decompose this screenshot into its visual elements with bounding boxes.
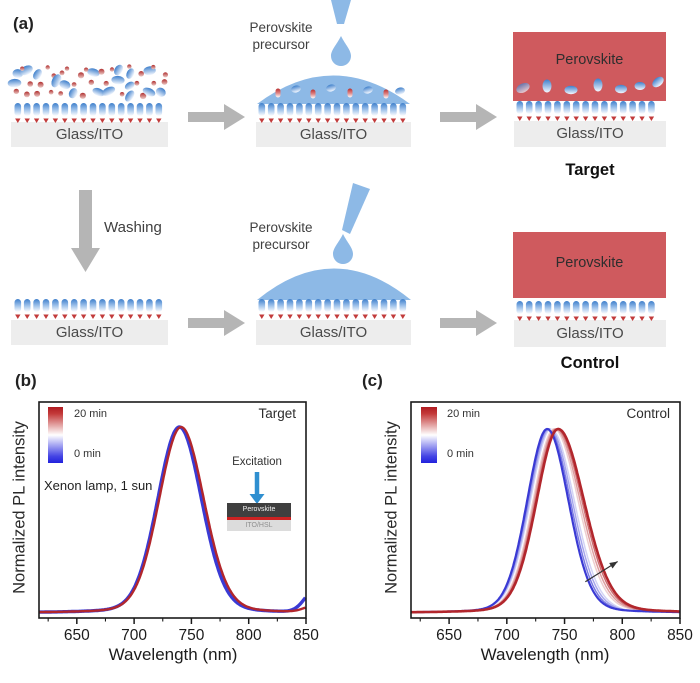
x-axis-label-b: Wavelength (nm)	[108, 645, 238, 664]
panel-b-label: (b)	[15, 371, 37, 390]
sam-monolayer	[516, 301, 655, 321]
sam-monolayer	[14, 299, 163, 319]
panel-a-label: (a)	[13, 14, 34, 33]
washing-arrow	[71, 190, 100, 272]
legend-colorbar	[421, 407, 437, 463]
shift-arrow	[585, 560, 618, 583]
perovskite-film-target: Perovskite	[513, 32, 666, 101]
x-axis-ticks: 650 700 750 800 850	[419, 618, 693, 644]
excitation-label: Excitation	[232, 456, 282, 468]
legend-label-20min-b: 20 min	[74, 408, 108, 420]
y-axis-label-c: Normalized PL intensity	[382, 421, 401, 594]
plot-title-control: Control	[626, 406, 670, 421]
svg-text:800: 800	[609, 627, 635, 644]
scattered-molecules	[7, 64, 168, 102]
perovskite-film-label: Perovskite	[555, 52, 624, 68]
svg-text:850: 850	[667, 627, 693, 644]
svg-text:850: 850	[293, 627, 319, 644]
substrate-label: Glass/ITO	[299, 126, 368, 143]
x-axis-ticks: 650 700 750 800 850	[47, 618, 319, 644]
legend-label-0min-c: 0 min	[447, 448, 474, 460]
perovskite-film-label: Perovskite	[555, 255, 624, 271]
substrate-glass-ito-3: Glass/ITO	[11, 320, 168, 345]
x-axis-label-c: Wavelength (nm)	[480, 645, 610, 664]
substrate-glass-ito-4: Glass/ITO	[256, 320, 411, 345]
sam-monolayer	[258, 299, 407, 319]
substrate-glass-ito-control: Glass/ITO	[514, 320, 666, 347]
illumination-note: Xenon lamp, 1 sun	[44, 478, 153, 493]
plot-title-target: Target	[258, 406, 296, 421]
process-arrow	[188, 310, 245, 336]
control-caption: Control	[560, 354, 620, 372]
substrate-label: Glass/ITO	[299, 324, 368, 341]
substrate-glass-ito-2: Glass/ITO	[256, 122, 411, 147]
svg-text:750: 750	[552, 627, 578, 644]
svg-text:700: 700	[494, 627, 520, 644]
precursor-caption-bottom: Perovskite precursor	[249, 220, 313, 252]
precursor-droplet	[331, 36, 351, 66]
substrate-label: Glass/ITO	[556, 325, 624, 342]
pour-stream	[342, 183, 370, 234]
substrate-label: Glass/ITO	[55, 126, 124, 143]
legend-colorbar	[48, 407, 63, 463]
svg-text:700: 700	[121, 627, 147, 644]
y-axis-label-b: Normalized PL intensity	[10, 421, 29, 594]
process-arrow	[440, 310, 497, 336]
molecules-in-precursor	[275, 84, 405, 99]
shift-arrow-head	[609, 561, 618, 569]
legend-label-20min-c: 20 min	[447, 408, 481, 420]
precursor-puddle-small	[257, 75, 410, 104]
plot-frame	[410, 401, 681, 619]
svg-text:800: 800	[236, 627, 262, 644]
substrate-label: Glass/ITO	[55, 324, 124, 341]
washing-label: Washing	[104, 219, 162, 236]
precursor-droplet	[333, 234, 353, 264]
svg-text:650: 650	[436, 627, 462, 644]
substrate-glass-ito-target: Glass/ITO	[514, 121, 666, 147]
pour-stream	[331, 0, 351, 24]
precursor-caption-top: Perovskite precursor	[249, 20, 313, 52]
substrate-label: Glass/ITO	[556, 125, 624, 142]
target-caption: Target	[565, 161, 615, 179]
inset-ito-layer: ITO/HSL	[227, 520, 291, 531]
substrate-glass-ito-1: Glass/ITO	[11, 122, 168, 147]
inset-perovskite-layer: Perovskite	[227, 503, 291, 517]
svg-text:750: 750	[178, 627, 204, 644]
panel-c-label: (c)	[362, 371, 383, 390]
sam-monolayer	[14, 103, 163, 123]
precursor-puddle-large	[257, 268, 411, 300]
sam-monolayer	[516, 101, 655, 121]
process-arrow	[440, 104, 497, 130]
svg-text:650: 650	[64, 627, 90, 644]
sam-monolayer	[258, 103, 407, 123]
legend-label-0min-b: 0 min	[74, 448, 101, 460]
inset-device-stack: Perovskite ITO/HSL	[227, 503, 291, 531]
perovskite-film-control: Perovskite	[513, 232, 666, 298]
process-arrow	[188, 104, 245, 130]
